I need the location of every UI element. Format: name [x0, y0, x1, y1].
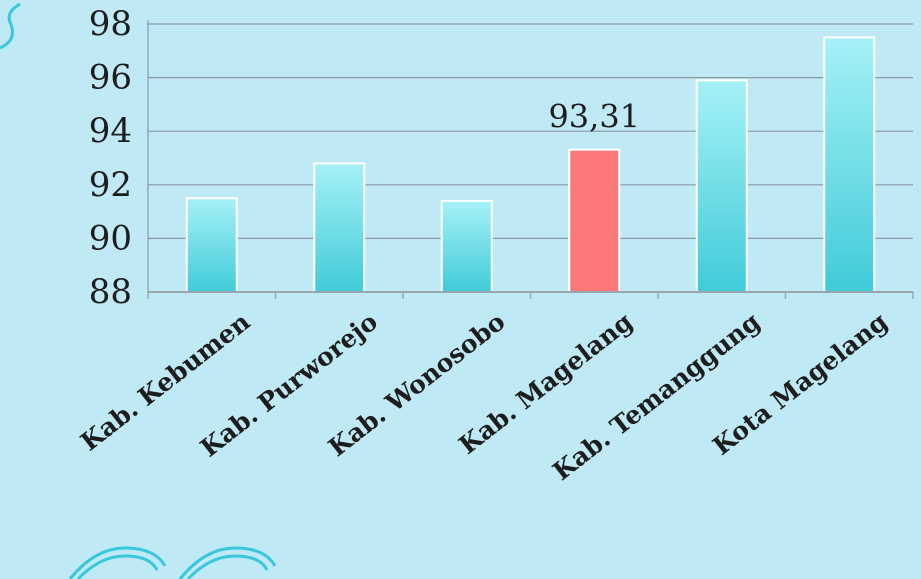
bar-kab-kebumen — [185, 197, 238, 293]
bar-kab-temanggung — [695, 79, 748, 293]
x-axis — [147, 291, 914, 299]
y-axis-tick-labels: 88 90 92 94 96 98 — [89, 4, 132, 312]
corner-swoosh-decoration — [0, 2, 21, 50]
y-tick-label: 90 — [89, 218, 132, 258]
gridlines — [147, 20, 913, 292]
data-labels: 93,31 — [548, 98, 640, 136]
x-tick-label: Kab. Temanggung — [547, 307, 765, 486]
y-tick-label: 96 — [89, 58, 132, 98]
bottom-decoration — [68, 546, 277, 579]
y-tick-label: 92 — [89, 165, 132, 205]
y-tick-label: 98 — [89, 4, 132, 44]
bar-kab-wonosobo — [440, 199, 493, 294]
bar-kota-magelang — [823, 36, 876, 294]
data-label: 93,31 — [548, 98, 640, 136]
y-tick-label: 94 — [89, 111, 132, 151]
bar-kab-magelang — [568, 148, 621, 293]
bars — [185, 36, 876, 294]
y-tick-label: 88 — [89, 272, 132, 312]
bar-kab-purworejo — [313, 162, 366, 293]
